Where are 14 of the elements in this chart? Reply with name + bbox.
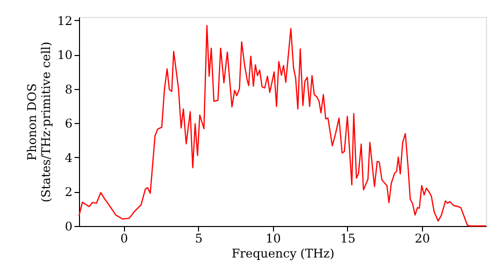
x-tick-label: 0 (120, 232, 128, 246)
y-tick-label: 4 (64, 150, 73, 165)
y-tick-label: 0 (64, 220, 72, 234)
x-axis-title: Frequency (THz) (232, 246, 334, 260)
x-tick-label: 10 (266, 232, 281, 246)
y-tick-label: 8 (64, 82, 72, 96)
y-tick-label: 2 (64, 185, 72, 200)
y-tick-label: 12 (57, 14, 72, 28)
y-axis-title: Phonon DOS (States/THz·primitive cell) (25, 42, 54, 202)
y-tick-label: 6 (64, 116, 72, 131)
y-tick-label: 10 (57, 48, 72, 62)
x-tick-label: 20 (414, 232, 430, 246)
x-tick-label: 5 (194, 232, 203, 246)
x-tick-label: 15 (340, 232, 356, 246)
